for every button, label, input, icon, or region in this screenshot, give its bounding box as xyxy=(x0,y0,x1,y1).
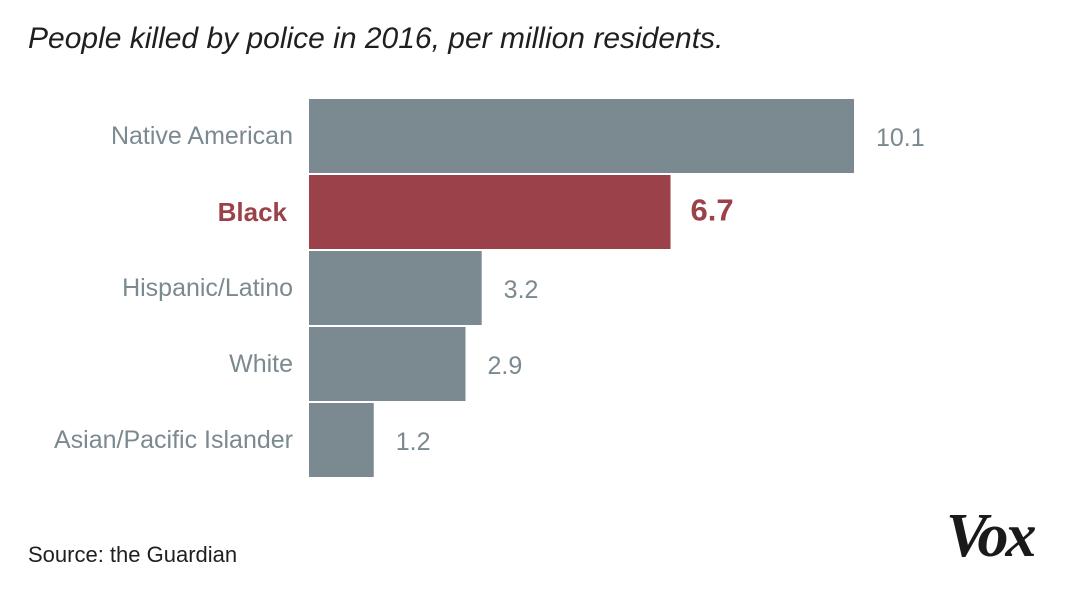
bar-asian-pacific-islander xyxy=(309,403,374,477)
bar-native-american xyxy=(309,99,854,173)
bar-hispanic-latino xyxy=(309,251,482,325)
vox-logo: Vox xyxy=(946,502,1037,570)
value-label: 6.7 xyxy=(691,193,734,228)
chart-title: People killed by police in 2016, per mil… xyxy=(28,22,724,55)
bar-white xyxy=(309,327,466,401)
value-label: 10.1 xyxy=(876,124,925,152)
category-label: Hispanic/Latino xyxy=(122,274,293,302)
value-label: 1.2 xyxy=(396,428,431,456)
value-label: 2.9 xyxy=(487,352,522,380)
category-label: White xyxy=(229,350,293,378)
category-label: Native American xyxy=(111,122,293,150)
source-note: Source: the Guardian xyxy=(28,542,238,567)
value-label: 3.2 xyxy=(504,276,539,304)
category-label: Asian/Pacific Islander xyxy=(54,426,293,454)
bar-black xyxy=(309,175,671,249)
category-label: Black xyxy=(218,197,288,227)
